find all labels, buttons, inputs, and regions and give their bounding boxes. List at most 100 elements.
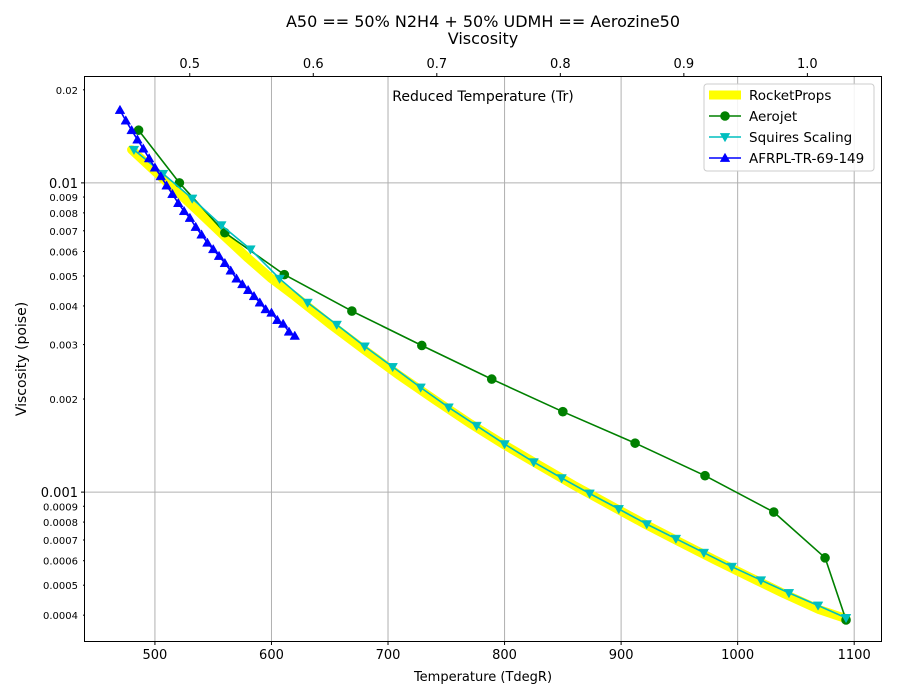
chart-title-line2: Viscosity xyxy=(448,29,518,48)
x-tick-label: 500 xyxy=(143,648,168,663)
chart-title-line1: A50 == 50% N2H4 + 50% UDMH == Aerozine50 xyxy=(286,12,680,31)
y-minor-tick-label: 0.0004 xyxy=(43,611,78,622)
data-point xyxy=(225,265,236,275)
data-point xyxy=(248,290,260,301)
legend-label: Aerojet xyxy=(749,109,797,125)
data-point xyxy=(499,440,510,450)
y-minor-tick-label: 0.008 xyxy=(49,209,78,220)
data-point xyxy=(274,274,285,284)
data-point xyxy=(167,188,178,198)
series-afrpl-tr-69-149 xyxy=(114,104,301,340)
series-rocketprops xyxy=(127,145,851,624)
data-point xyxy=(443,403,454,413)
data-point xyxy=(820,553,830,563)
data-point xyxy=(149,162,161,172)
data-point xyxy=(630,438,640,448)
y-minor-tick-label: 0.007 xyxy=(49,227,78,238)
data-point xyxy=(143,153,155,163)
y-minor-tick-label: 0.0009 xyxy=(43,502,78,513)
data-point xyxy=(207,243,219,254)
data-point xyxy=(558,406,568,417)
data-point xyxy=(260,304,271,314)
top-axis-label: Reduced Temperature (Tr) xyxy=(392,89,573,105)
data-point xyxy=(486,374,497,384)
x-tick-label: 700 xyxy=(376,648,401,663)
series-aerojet xyxy=(133,125,851,625)
y-minor-tick-label: 0.0005 xyxy=(43,581,78,592)
series-line xyxy=(127,145,851,624)
legend: RocketProps Aerojet Squires Scaling AFRPL-T… xyxy=(703,83,875,172)
y-minor-tick-label: 0.002 xyxy=(49,395,78,406)
data-point xyxy=(132,134,143,144)
data-point xyxy=(219,257,231,268)
y-minor-tick-label: 0.009 xyxy=(49,193,78,204)
data-point xyxy=(283,326,295,336)
x-tick-label: 1000 xyxy=(721,648,754,663)
y-minor-tick-label: 0.005 xyxy=(49,272,78,283)
top-tick-label: 0.5 xyxy=(179,57,200,72)
data-point xyxy=(417,340,427,351)
data-point xyxy=(237,278,248,289)
data-point xyxy=(415,383,426,393)
data-point xyxy=(272,314,283,324)
data-point xyxy=(178,205,190,216)
data-point xyxy=(641,520,652,530)
x-tick-label: 800 xyxy=(492,648,517,663)
y-major-tick-label: 0.01 xyxy=(49,177,78,192)
data-point xyxy=(387,363,398,373)
data-point xyxy=(277,318,289,328)
data-point xyxy=(331,320,342,330)
data-point xyxy=(726,562,738,572)
axis-ticks: 500 600 700 800 900 1000 1100 0.5 0.6 0.7 0.8 0.9 1.… xyxy=(41,57,871,663)
data-point xyxy=(528,458,539,468)
data-point xyxy=(755,576,767,586)
data-point xyxy=(114,104,126,114)
y-minor-tick-label: 0.0008 xyxy=(43,518,78,529)
data-point xyxy=(584,489,595,499)
data-point xyxy=(196,229,207,239)
data-point xyxy=(613,505,625,515)
top-tick-label: 0.7 xyxy=(426,57,447,72)
y-minor-tick-label: 0.004 xyxy=(49,302,78,313)
legend-marker xyxy=(719,152,731,162)
data-point xyxy=(213,250,225,260)
x-tick-label: 600 xyxy=(259,648,284,663)
data-point xyxy=(266,307,277,317)
data-point xyxy=(190,221,201,231)
data-point xyxy=(202,237,213,247)
data-point xyxy=(670,534,682,544)
x-tick-label: 900 xyxy=(609,648,634,663)
data-point xyxy=(471,421,482,431)
y-minor-tick-label: 0.02 xyxy=(56,86,78,97)
top-tick-label: 1.0 xyxy=(797,57,818,72)
data-point xyxy=(231,273,242,283)
data-point xyxy=(359,342,370,352)
data-point xyxy=(138,143,149,153)
series-line xyxy=(133,148,847,619)
data-point xyxy=(242,284,254,294)
data-point xyxy=(556,474,567,484)
data-point xyxy=(186,194,198,204)
series-squires-scaling xyxy=(128,145,852,624)
y-axis-label: Viscosity (poise) xyxy=(14,302,30,416)
legend-box xyxy=(703,83,875,172)
data-point xyxy=(155,171,166,181)
data-point xyxy=(245,245,256,255)
data-point xyxy=(161,180,172,190)
legend-marker xyxy=(719,133,731,143)
top-tick-label: 0.6 xyxy=(303,57,324,72)
top-tick-label: 0.8 xyxy=(550,57,571,72)
data-point xyxy=(216,221,227,231)
y-minor-tick-label: 0.0006 xyxy=(43,557,78,568)
data-point xyxy=(840,614,852,624)
data-point xyxy=(700,470,710,481)
data-point xyxy=(184,212,196,222)
legend-label: Squires Scaling xyxy=(749,130,852,146)
x-tick-label: 1100 xyxy=(838,648,871,663)
data-series xyxy=(114,104,852,625)
top-tick-label: 0.9 xyxy=(674,57,695,72)
x-axis-label: Temperature (TdegR) xyxy=(413,670,552,685)
data-point xyxy=(289,330,301,340)
data-point xyxy=(768,507,779,517)
